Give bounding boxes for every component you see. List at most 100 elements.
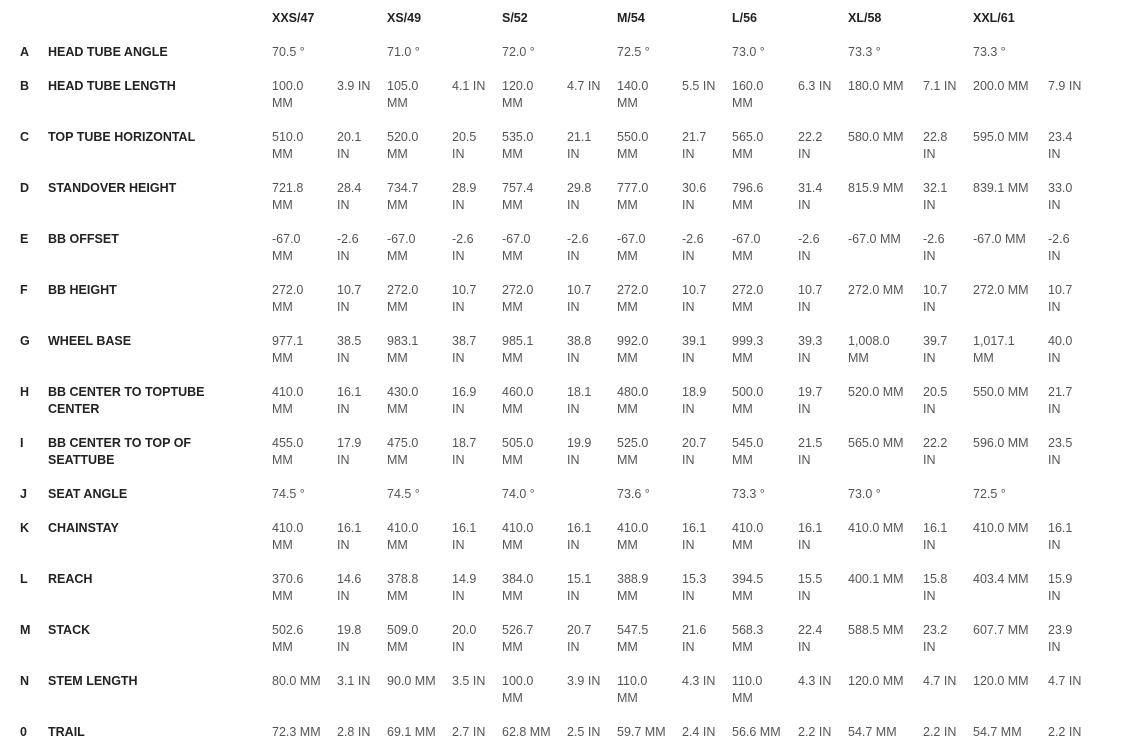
mm-value: 384.0 MM — [502, 572, 534, 603]
in-value: -2.6 IN — [923, 232, 945, 263]
in-value: 29.8 IN — [567, 181, 592, 212]
mm-value: 410.0 MM — [272, 521, 304, 552]
mm-value: 596.0 MM — [973, 436, 1029, 450]
in-value: 22.2 IN — [798, 130, 823, 161]
mm-value: 272.0 MM — [502, 283, 534, 314]
mm-value: 460.0 MM — [502, 385, 534, 416]
in-value: -2.6 IN — [798, 232, 820, 263]
mm-value: -67.0 MM — [272, 232, 301, 263]
in-value: 2.7 IN — [452, 725, 486, 739]
mm-value: -67.0 MM — [973, 232, 1026, 246]
mm-value: 378.8 MM — [387, 572, 419, 603]
size-header: XXL/61 — [973, 11, 1015, 25]
row-label: CHAINSTAY — [48, 521, 119, 535]
mm-value: 62.8 MM — [502, 725, 551, 739]
mm-value: 757.4 MM — [502, 181, 534, 212]
in-value: 10.7 IN — [1048, 283, 1073, 314]
mm-value: 509.0 MM — [387, 623, 419, 654]
in-value: 32.1 IN — [923, 181, 948, 212]
in-value: 16.1 IN — [923, 521, 948, 552]
mm-value: 410.0 MM — [617, 521, 649, 552]
mm-value: 815.9 MM — [848, 181, 904, 195]
size-header: XS/49 — [387, 11, 422, 25]
in-value: 4.3 IN — [682, 674, 716, 688]
mm-value: 1,008.0 MM — [848, 334, 890, 365]
in-value: 4.7 IN — [923, 674, 957, 688]
in-value: 23.4 IN — [1048, 130, 1073, 161]
mm-value: 595.0 MM — [973, 130, 1029, 144]
mm-value: 59.7 MM — [617, 725, 666, 739]
mm-value: 734.7 MM — [387, 181, 419, 212]
in-value: 20.1 IN — [337, 130, 362, 161]
angle-value: 73.3 ° — [732, 487, 765, 501]
in-value: 3.9 IN — [337, 79, 371, 93]
row-letter: A — [20, 45, 30, 59]
in-value: 30.6 IN — [682, 181, 707, 212]
mm-value: 796.6 MM — [732, 181, 764, 212]
in-value: 15.5 IN — [798, 572, 823, 603]
in-value: 22.8 IN — [923, 130, 948, 161]
mm-value: 120.0 MM — [973, 674, 1029, 688]
mm-value: -67.0 MM — [502, 232, 531, 263]
angle-value: 74.5 ° — [387, 487, 420, 501]
in-value: 20.5 IN — [452, 130, 477, 161]
angle-value: 72.5 ° — [973, 487, 1006, 501]
mm-value: 400.1 MM — [848, 572, 904, 586]
in-value: -2.6 IN — [682, 232, 704, 263]
angle-value: 73.3 ° — [973, 45, 1006, 59]
mm-value: -67.0 MM — [617, 232, 646, 263]
in-value: 18.1 IN — [567, 385, 592, 416]
mm-value: 502.6 MM — [272, 623, 304, 654]
in-value: 2.4 IN — [682, 725, 716, 739]
in-value: 4.7 IN — [1048, 674, 1082, 688]
mm-value: 430.0 MM — [387, 385, 419, 416]
size-header: M/54 — [617, 11, 645, 25]
mm-value: 520.0 MM — [387, 130, 419, 161]
mm-value: 410.0 MM — [502, 521, 534, 552]
mm-value: 120.0 MM — [502, 79, 534, 110]
mm-value: 410.0 MM — [848, 521, 904, 535]
mm-value: 272.0 MM — [617, 283, 649, 314]
in-value: 15.3 IN — [682, 572, 707, 603]
row-label: WHEEL BASE — [48, 334, 132, 348]
row-label: HEAD TUBE ANGLE — [48, 45, 168, 59]
in-value: 21.1 IN — [567, 130, 592, 161]
in-value: 40.0 IN — [1048, 334, 1073, 365]
mm-value: 110.0 MM — [617, 674, 648, 705]
row-label: TRAIL — [48, 725, 85, 739]
mm-value: 180.0 MM — [848, 79, 904, 93]
mm-value: 505.0 MM — [502, 436, 534, 467]
mm-value: 455.0 MM — [272, 436, 304, 467]
mm-value: 410.0 MM — [387, 521, 419, 552]
mm-value: 200.0 MM — [973, 79, 1029, 93]
mm-value: 777.0 MM — [617, 181, 649, 212]
mm-value: 410.0 MM — [732, 521, 764, 552]
mm-value: 272.0 MM — [732, 283, 764, 314]
angle-value: 72.5 ° — [617, 45, 650, 59]
row-label: REACH — [48, 572, 93, 586]
in-value: 23.5 IN — [1048, 436, 1073, 467]
mm-value: 110.0 MM — [732, 674, 763, 705]
mm-value: 525.0 MM — [617, 436, 649, 467]
mm-value: 999.3 MM — [732, 334, 764, 365]
row-letter: E — [20, 232, 29, 246]
mm-value: 72.3 MM — [272, 725, 321, 739]
in-value: 33.0 IN — [1048, 181, 1073, 212]
in-value: 3.9 IN — [567, 674, 601, 688]
in-value: 21.6 IN — [682, 623, 707, 654]
mm-value: 545.0 MM — [732, 436, 764, 467]
in-value: 10.7 IN — [337, 283, 362, 314]
in-value: 16.1 IN — [337, 385, 362, 416]
mm-value: 140.0 MM — [617, 79, 649, 110]
mm-value: 550.0 MM — [973, 385, 1029, 399]
in-value: 21.7 IN — [682, 130, 707, 161]
in-value: 4.3 IN — [798, 674, 832, 688]
mm-value: 839.1 MM — [973, 181, 1029, 195]
in-value: 10.7 IN — [923, 283, 948, 314]
in-value: 21.5 IN — [798, 436, 823, 467]
in-value: 16.1 IN — [452, 521, 477, 552]
in-value: 16.1 IN — [1048, 521, 1073, 552]
in-value: 38.8 IN — [567, 334, 592, 365]
row-letter: F — [20, 283, 28, 297]
mm-value: 565.0 MM — [732, 130, 764, 161]
